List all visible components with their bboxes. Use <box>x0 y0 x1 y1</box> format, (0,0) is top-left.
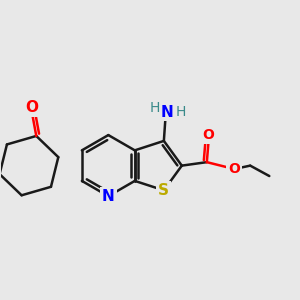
Text: O: O <box>26 100 39 115</box>
Text: O: O <box>202 128 214 142</box>
Text: N: N <box>102 189 115 204</box>
Text: O: O <box>228 162 240 176</box>
Text: H: H <box>149 101 160 115</box>
Text: N: N <box>161 105 174 120</box>
Text: H: H <box>176 105 186 119</box>
Text: S: S <box>158 183 169 198</box>
